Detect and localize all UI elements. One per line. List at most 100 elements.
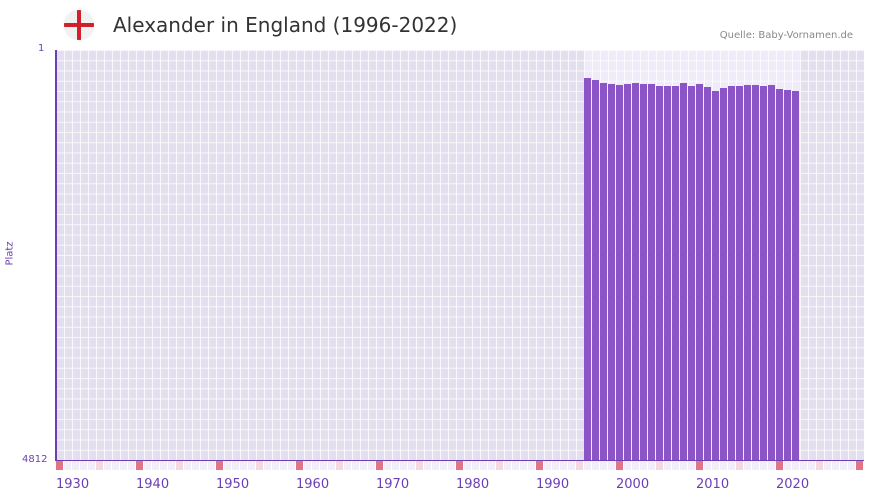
year-marker	[376, 461, 383, 470]
year-marker	[328, 461, 335, 470]
year-marker	[680, 461, 687, 470]
year-marker	[120, 461, 127, 470]
year-marker	[208, 461, 215, 470]
x-tick-label: 1960	[296, 477, 330, 492]
bar-2008[interactable]	[680, 83, 687, 460]
year-marker	[728, 461, 735, 470]
year-marker	[368, 461, 375, 470]
year-marker	[224, 461, 231, 470]
bar-2021[interactable]	[784, 89, 791, 460]
year-marker	[832, 461, 839, 470]
bar-1999[interactable]	[608, 83, 615, 460]
year-marker	[712, 461, 719, 470]
year-marker	[344, 461, 351, 470]
year-marker	[184, 461, 191, 470]
year-marker	[168, 461, 175, 470]
year-marker	[744, 461, 751, 470]
plot-area	[56, 50, 864, 460]
year-marker	[800, 461, 807, 470]
year-marker	[560, 461, 567, 470]
bar-1997[interactable]	[592, 79, 599, 460]
chart-title: Alexander in England (1996-2022)	[113, 13, 458, 37]
year-marker	[816, 461, 823, 470]
year-marker	[488, 461, 495, 470]
year-marker	[776, 461, 783, 470]
year-marker	[320, 461, 327, 470]
year-marker	[152, 461, 159, 470]
bar-2015[interactable]	[736, 85, 743, 460]
year-marker	[72, 461, 79, 470]
x-tick-label: 1930	[56, 477, 90, 492]
bar-2005[interactable]	[656, 85, 663, 460]
year-marker	[664, 461, 671, 470]
year-marker	[408, 461, 415, 470]
year-marker	[736, 461, 743, 470]
bar-2009[interactable]	[688, 85, 695, 460]
bar-2004[interactable]	[648, 83, 655, 460]
year-marker	[840, 461, 847, 470]
bar-2010[interactable]	[696, 83, 703, 460]
y-axis-title: Platz	[4, 241, 16, 266]
year-marker	[216, 461, 223, 470]
year-marker	[672, 461, 679, 470]
year-marker	[144, 461, 151, 470]
year-marker	[352, 461, 359, 470]
y-axis-top-label: 1	[38, 43, 45, 54]
bar-2012[interactable]	[712, 90, 719, 460]
x-tick-label: 2010	[696, 477, 730, 492]
year-marker	[88, 461, 95, 470]
bar-2001[interactable]	[624, 83, 631, 460]
bar-2007[interactable]	[672, 85, 679, 460]
bar-1996[interactable]	[584, 77, 591, 460]
year-marker	[528, 461, 535, 470]
x-tick-label: 1940	[136, 477, 170, 492]
year-marker	[384, 461, 391, 470]
year-marker	[760, 461, 767, 470]
year-marker	[336, 461, 343, 470]
bar-2016[interactable]	[744, 84, 751, 460]
bar-2006[interactable]	[664, 85, 671, 460]
year-marker	[520, 461, 527, 470]
bar-2002[interactable]	[632, 83, 639, 460]
bar-2013[interactable]	[720, 87, 727, 460]
year-marker	[312, 461, 319, 470]
year-marker	[856, 461, 863, 470]
year-marker	[56, 461, 63, 470]
year-marker	[688, 461, 695, 470]
year-marker	[192, 461, 199, 470]
bar-2019[interactable]	[768, 84, 775, 460]
bar-2011[interactable]	[704, 86, 711, 460]
year-marker	[360, 461, 367, 470]
bar-1998[interactable]	[600, 83, 607, 460]
year-marker	[416, 461, 423, 470]
year-marker	[848, 461, 855, 470]
year-marker	[80, 461, 87, 470]
year-marker	[448, 461, 455, 470]
year-marker	[128, 461, 135, 470]
x-tick-label: 1950	[216, 477, 250, 492]
year-marker	[552, 461, 559, 470]
bar-2003[interactable]	[640, 83, 647, 460]
year-marker	[400, 461, 407, 470]
bar-2014[interactable]	[728, 85, 735, 460]
year-marker	[808, 461, 815, 470]
bar-2022[interactable]	[792, 90, 799, 460]
bar-2020[interactable]	[776, 88, 783, 460]
bar-2017[interactable]	[752, 84, 759, 460]
x-tick-label: 2000	[616, 477, 650, 492]
year-marker	[824, 461, 831, 470]
x-tick-label: 1980	[456, 477, 490, 492]
bar-2018[interactable]	[760, 85, 767, 460]
year-marker	[64, 461, 71, 470]
year-marker	[440, 461, 447, 470]
x-axis-line	[55, 460, 864, 461]
year-marker	[592, 461, 599, 470]
year-marker	[256, 461, 263, 470]
bar-2000[interactable]	[616, 84, 623, 460]
year-marker	[600, 461, 607, 470]
year-marker	[160, 461, 167, 470]
y-axis-line	[55, 50, 57, 461]
year-marker	[624, 461, 631, 470]
year-marker	[536, 461, 543, 470]
year-marker	[176, 461, 183, 470]
